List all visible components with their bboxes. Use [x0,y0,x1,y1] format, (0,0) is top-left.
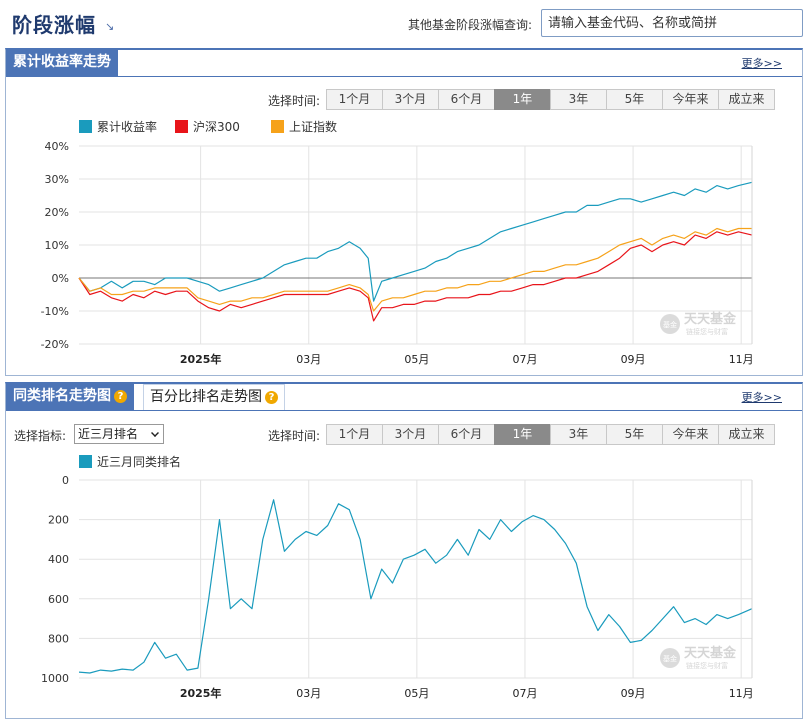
series-line[interactable] [78,181,753,302]
title-arrow-icon[interactable]: ↘ [105,20,115,33]
tab-cumulative-return[interactable]: 累计收益率走势 [6,48,118,77]
indicator-select-label: 选择指标: [14,429,67,443]
x-tick-label: 07月 [512,353,537,366]
legend-label[interactable]: 沪深300 [193,120,240,134]
watermark-sub: 链接您与财富 [686,661,728,670]
peer-ranking-tab-bar: 同类排名走势图? 百分比排名走势图? 更多>> [6,382,802,411]
legend-swatch [79,120,92,133]
tab-percentile-ranking[interactable]: 百分比排名走势图? [143,384,285,410]
y-tick-label: 10% [45,239,69,252]
time-range-selector: 1个月 3个月 6个月 1年 3年 5年 今年来 成立来 [326,424,775,445]
peer-ranking-chart: 近三月同类排名 0 200 400 600 800 1000 2025年 03月 05月 07月 09… [41,454,754,700]
x-tick-label: 07月 [512,687,537,700]
watermark-brand: 天天基金 [684,311,737,327]
x-tick-label: 11月 [729,353,754,366]
y-tick-label: -10% [41,305,69,318]
time-btn-5y[interactable]: 5年 [606,89,663,110]
help-icon[interactable]: ? [114,390,127,403]
y-tick-label: -20% [41,338,69,351]
legend-label[interactable]: 累计收益率 [97,119,157,134]
series-line[interactable] [78,227,752,312]
y-tick-label: 200 [48,514,69,527]
y-tick-label: 30% [45,173,69,186]
time-btn-6m[interactable]: 6个月 [438,424,495,445]
x-tick-label: 09月 [621,687,646,700]
cumulative-return-panel: 累计收益率走势 更多>> 选择时间: 1个月 3个月 6个月 1年 3年 5年 … [5,48,803,376]
legend-label[interactable]: 上证指数 [289,119,337,134]
x-tick-label: 03月 [296,353,321,366]
time-range-selector: 1个月 3个月 6个月 1年 3年 5年 今年来 成立来 [326,89,775,110]
x-tick-label: 2025年 [180,686,222,700]
cumulative-return-tab-bar: 累计收益率走势 更多>> [6,48,802,77]
watermark-brand: 天天基金 [684,645,737,661]
indicator-select-value: 近三月排名 [78,427,139,441]
peer-ranking-panel: 同类排名走势图? 百分比排名走势图? 更多>> 选择指标: 近三月排名 选择时间… [5,382,803,719]
time-btn-1m[interactable]: 1个月 [326,89,383,110]
y-tick-label: 1000 [41,672,69,685]
time-btn-since-inception[interactable]: 成立来 [718,89,775,110]
x-tick-label: 05月 [404,687,429,700]
legend-swatch [271,120,284,133]
cumulative-return-more-link[interactable]: 更多>> [741,57,782,70]
watermark-badge: 基金 [663,320,677,329]
time-btn-3y[interactable]: 3年 [550,89,607,110]
watermark-badge: 基金 [663,654,677,663]
tab-peer-ranking-label: 同类排名走势图 [13,388,111,404]
y-tick-label: 0% [52,272,69,285]
time-btn-1y[interactable]: 1年 [494,424,551,445]
x-tick-label: 2025年 [180,352,222,366]
time-btn-ytd[interactable]: 今年来 [662,89,719,110]
y-tick-label: 800 [48,632,69,645]
y-tick-label: 600 [48,593,69,606]
time-btn-3m[interactable]: 3个月 [382,89,439,110]
legend-swatch [175,120,188,133]
legend-swatch [79,455,92,468]
cumulative-return-chart: 累计收益率 沪深300 上证指数 -20% -10% 0% 10% 20% 30% 40% 2025… [41,119,754,366]
x-tick-label: 11月 [729,687,754,700]
x-tick-label: 03月 [296,687,321,700]
watermark-sub: 链接您与财富 [686,327,728,336]
y-tick-label: 400 [48,553,69,566]
tab-percentile-ranking-label: 百分比排名走势图 [150,389,262,405]
legend-label[interactable]: 近三月同类排名 [97,454,181,469]
indicator-select[interactable]: 近三月排名 [74,424,164,444]
time-btn-since-inception[interactable]: 成立来 [718,424,775,445]
series-line[interactable] [78,499,753,674]
time-btn-5y[interactable]: 5年 [606,424,663,445]
x-tick-label: 05月 [404,353,429,366]
tab-peer-ranking[interactable]: 同类排名走势图? [6,382,134,411]
time-select-label: 选择时间: [268,94,321,108]
y-tick-label: 0 [62,474,69,487]
series-line[interactable] [78,231,753,322]
y-tick-label: 20% [45,206,69,219]
fund-query-input[interactable] [541,9,803,37]
x-tick-label: 09月 [621,353,646,366]
time-btn-6m[interactable]: 6个月 [438,89,495,110]
time-select-label: 选择时间: [268,429,321,443]
time-btn-1m[interactable]: 1个月 [326,424,383,445]
y-tick-label: 40% [45,140,69,153]
help-icon[interactable]: ? [265,391,278,404]
time-btn-ytd[interactable]: 今年来 [662,424,719,445]
peer-ranking-more-link[interactable]: 更多>> [741,391,782,404]
page-header: 阶段涨幅 ↘ 其他基金阶段涨幅查询: [0,0,803,46]
fund-query-label: 其他基金阶段涨幅查询: [408,18,533,32]
page-title: 阶段涨幅 [12,13,96,37]
time-btn-3m[interactable]: 3个月 [382,424,439,445]
